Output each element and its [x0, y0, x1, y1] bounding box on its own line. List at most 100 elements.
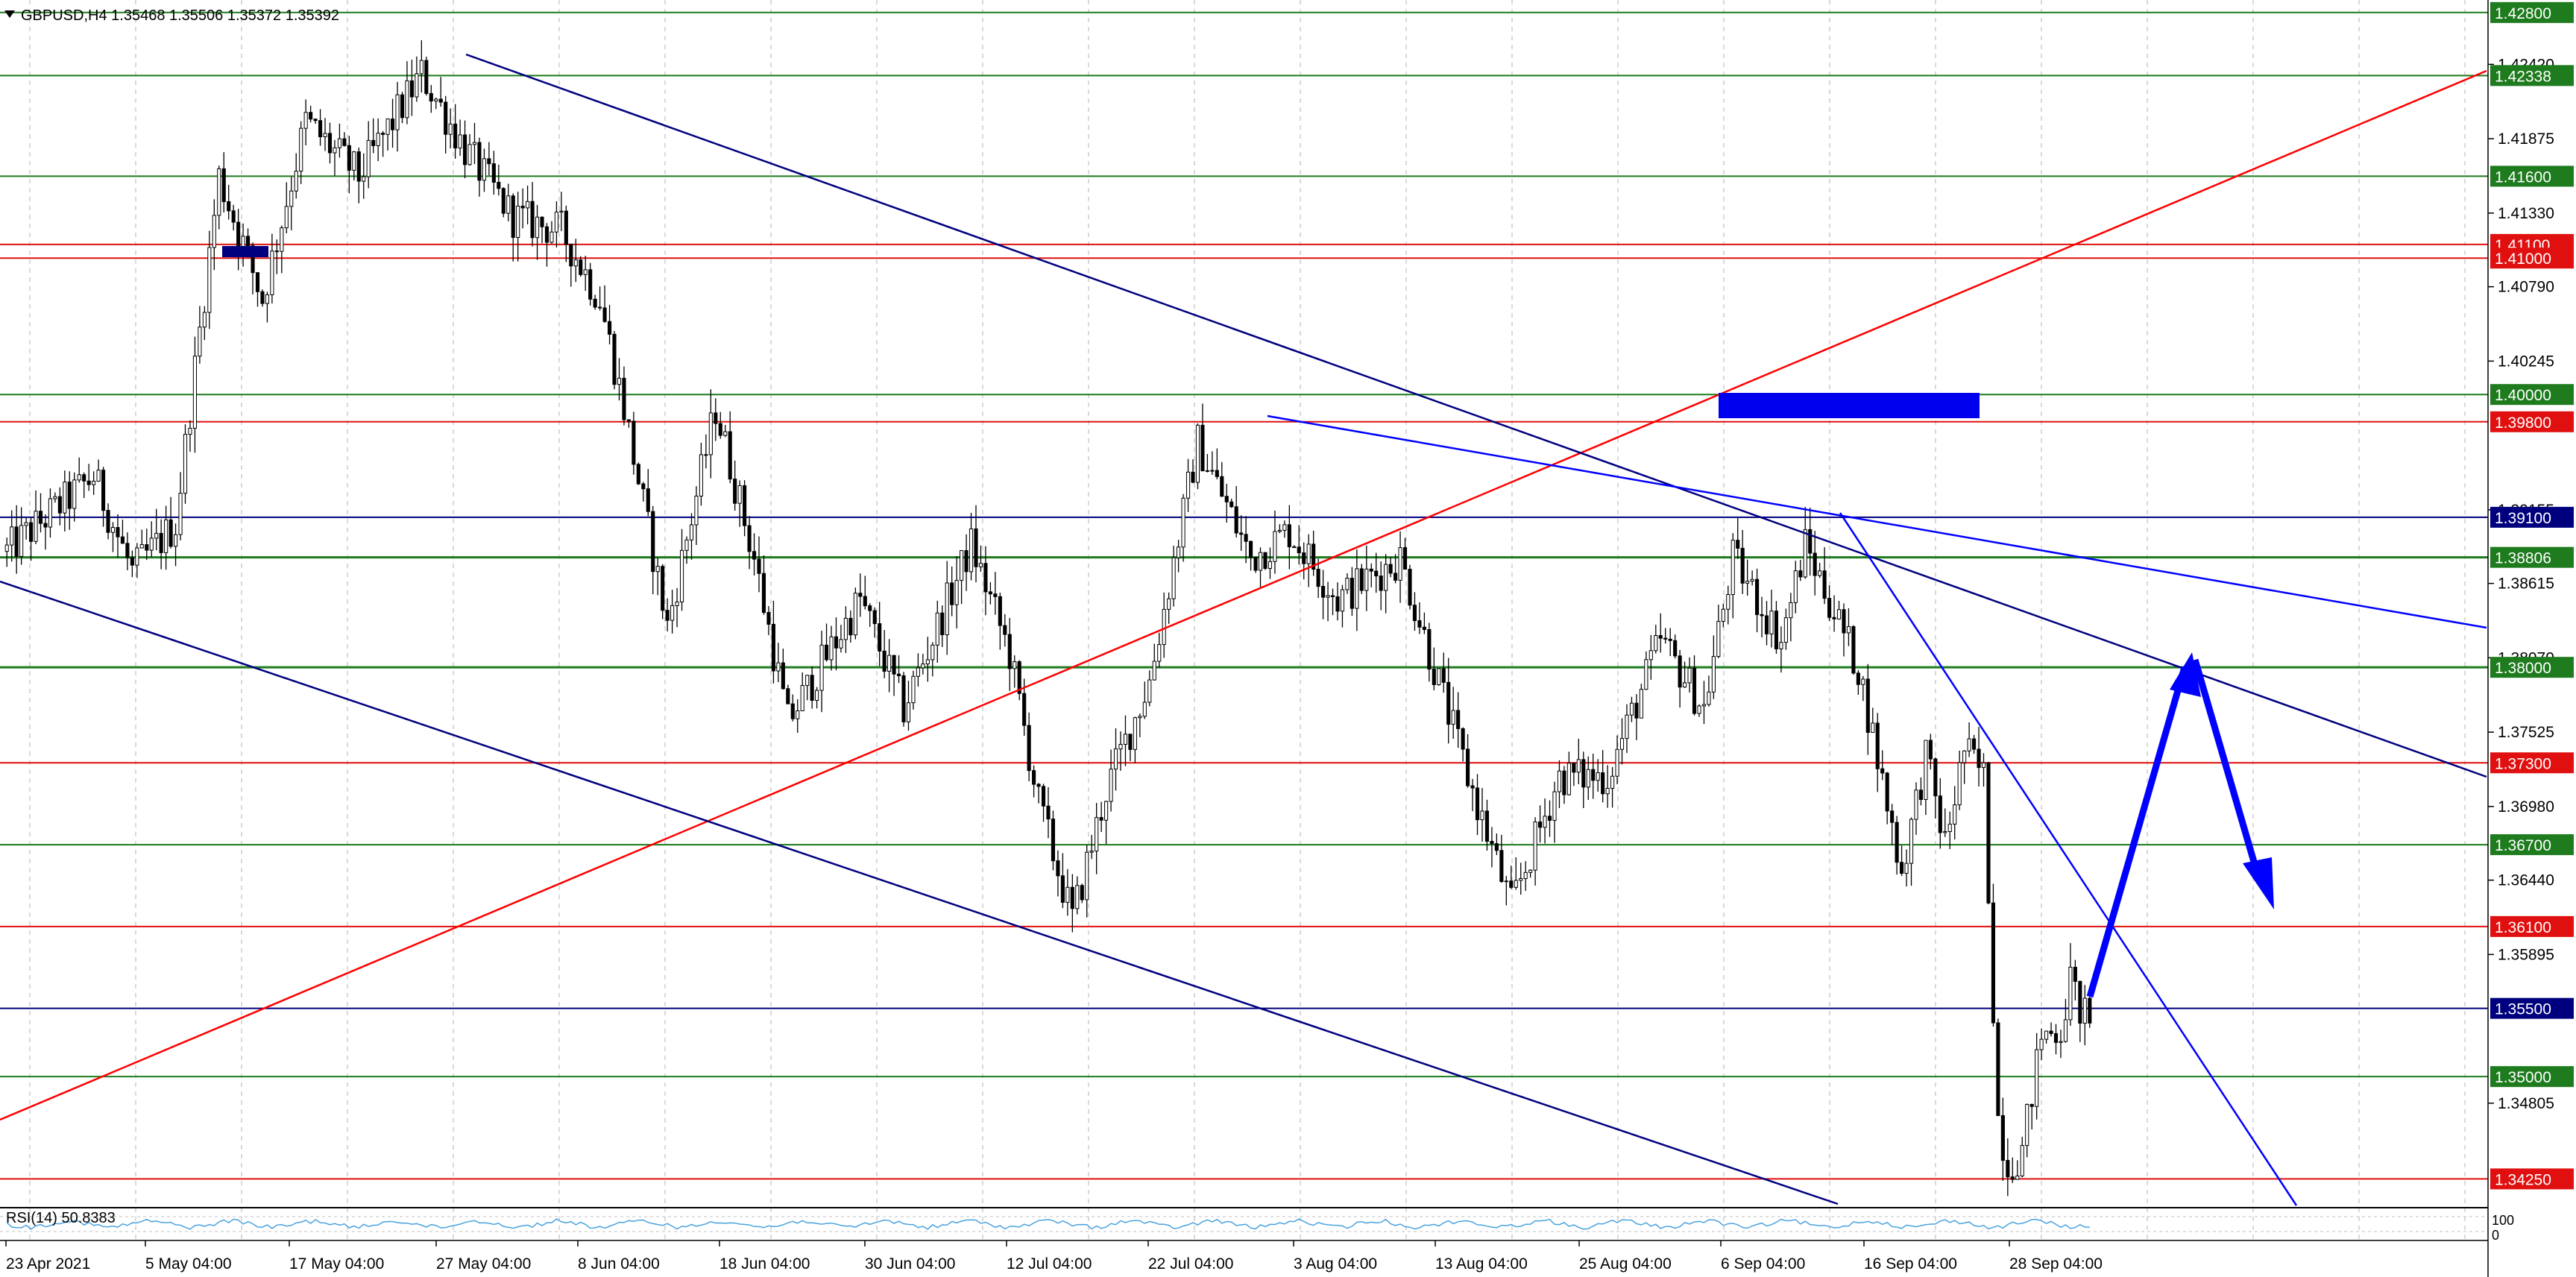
candle-body: [2029, 1103, 2034, 1107]
candle-body: [622, 377, 626, 420]
candle-body: [1302, 552, 1306, 564]
candle-body: [501, 188, 506, 214]
candle-body: [1639, 689, 1643, 719]
price-tick-label: 1.35895: [2498, 946, 2554, 963]
dropdown-triangle-icon[interactable]: [4, 10, 15, 18]
navy-upper-downtrend-line[interactable]: [465, 53, 2487, 778]
trendlines[interactable]: [0, 53, 2487, 1206]
candle-body: [1171, 557, 1176, 599]
candle-body: [1384, 564, 1388, 591]
candle-body: [1490, 841, 1494, 845]
candle-body: [289, 190, 294, 207]
candle-body: [1596, 772, 1600, 781]
candle-body: [964, 550, 969, 573]
level-label-1.39800: 1.39800: [2495, 414, 2551, 432]
candle-body: [757, 558, 761, 574]
candle-body: [188, 427, 192, 435]
candle-body: [896, 673, 901, 676]
candles: [4, 40, 2092, 1196]
level-label-box-1.41600: [2490, 165, 2574, 187]
candle-body: [1755, 578, 1760, 615]
navy-lower-channel-line[interactable]: [0, 580, 1839, 1205]
candle-body: [718, 423, 722, 436]
candle-body: [511, 195, 515, 239]
candle-body: [569, 244, 573, 267]
candle-body: [125, 543, 130, 558]
candle-body: [901, 675, 906, 722]
level-label-1.35500: 1.35500: [2495, 1001, 2551, 1018]
candle-body: [1962, 750, 1967, 763]
candle-body: [212, 215, 216, 248]
candle-body: [381, 133, 385, 135]
candle-body: [405, 80, 409, 119]
candle-body: [694, 495, 699, 526]
red-uptrend-line[interactable]: [0, 69, 2487, 1121]
candle-body: [487, 158, 491, 165]
candle-body: [251, 245, 255, 274]
candle-body: [434, 98, 438, 102]
blue-steep-downtrend-line[interactable]: [1839, 512, 2298, 1206]
candle-body: [1273, 531, 1277, 562]
price-tick-label: 1.41875: [2498, 130, 2554, 148]
candle-body: [409, 80, 414, 98]
candle-body: [1552, 791, 1557, 821]
candle-body: [1287, 524, 1291, 548]
candle-body: [1827, 598, 1832, 618]
candle-body: [858, 593, 863, 597]
zone-1.40000: [1719, 393, 1980, 418]
candle-body: [347, 145, 351, 171]
candle-body: [106, 510, 110, 533]
candle-body: [1484, 810, 1490, 842]
candle-body: [1938, 795, 1942, 833]
candle-body: [520, 205, 525, 209]
candle-body: [708, 412, 713, 455]
level-label-1.42800: 1.42800: [2495, 5, 2551, 22]
candle-body: [843, 617, 848, 640]
candle-body: [92, 480, 96, 485]
candle-body: [1750, 578, 1754, 582]
candle-body: [43, 523, 48, 528]
candle-body: [689, 524, 694, 540]
candle-body: [96, 470, 101, 482]
candle-body: [116, 527, 120, 537]
candle-body: [535, 216, 540, 239]
candle-body: [839, 639, 843, 649]
candle-body: [1760, 614, 1764, 617]
candle-body: [333, 147, 337, 154]
blue-upper-trendline[interactable]: [1267, 414, 2487, 629]
candle-body: [1075, 885, 1080, 909]
candle-body: [198, 327, 202, 357]
candle-body: [665, 610, 670, 621]
candle-body: [169, 519, 173, 547]
candle-body: [1437, 668, 1441, 685]
level-label-box-1.38806: [2490, 546, 2574, 568]
candle-body: [632, 420, 636, 465]
candle-body: [1051, 819, 1056, 862]
candle-body: [245, 236, 251, 247]
candle-body: [1808, 529, 1813, 554]
candle-body: [1895, 822, 1899, 863]
time-tick-label: 5 May 04:00: [145, 1255, 232, 1273]
candle-body: [1032, 770, 1036, 785]
level-label-1.40000: 1.40000: [2495, 387, 2551, 404]
candle-body: [1408, 569, 1412, 606]
candle-body: [1205, 470, 1209, 472]
candle-body: [260, 291, 265, 304]
candle-body: [1027, 725, 1031, 772]
level-label-box-1.42338: [2490, 65, 2574, 86]
candle-body: [366, 139, 371, 177]
candle-body: [1345, 578, 1350, 590]
level-label-1.41600: 1.41600: [2495, 168, 2551, 186]
rsi-panel: [0, 1207, 2488, 1232]
candle-body: [1224, 496, 1229, 502]
candle-body: [10, 526, 14, 546]
header: GBPUSD,H4 1.35468 1.35506 1.35372 1.3539…: [4, 7, 2514, 1243]
candle-body: [1793, 570, 1798, 603]
candle-body: [1036, 783, 1041, 787]
candle-body: [651, 511, 655, 573]
candle-body: [1509, 880, 1514, 888]
candle-body: [921, 663, 925, 669]
candle-body: [1716, 621, 1721, 658]
